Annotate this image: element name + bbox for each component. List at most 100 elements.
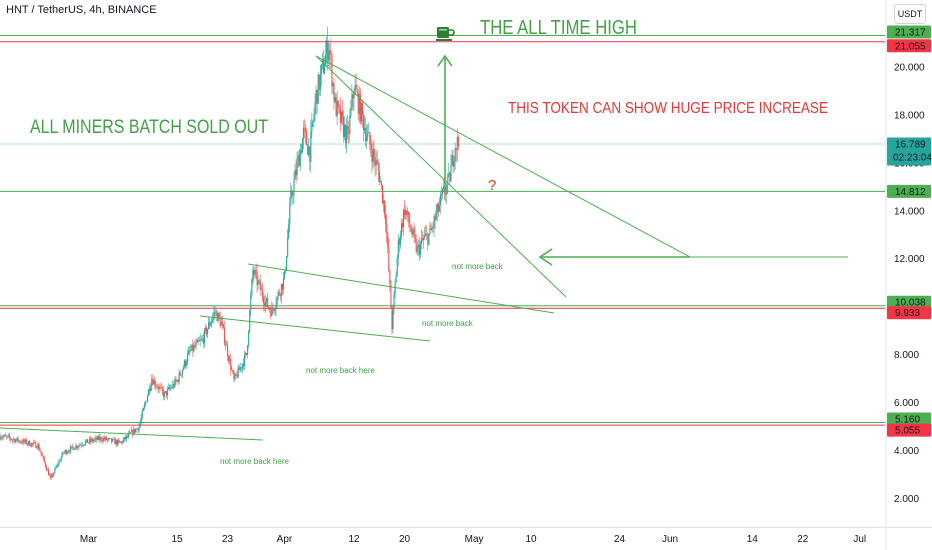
candle-body — [31, 443, 33, 447]
candle-body — [4, 435, 6, 437]
candle-body — [198, 340, 200, 342]
candle-body — [392, 307, 394, 330]
candle-body — [21, 442, 23, 444]
candle-body — [168, 387, 170, 389]
candle-body — [297, 155, 299, 162]
candle-body — [310, 131, 312, 162]
candle-body — [173, 383, 175, 387]
candle-body — [155, 385, 157, 387]
candle-body — [330, 53, 332, 56]
candle-body — [30, 445, 32, 447]
candle-body — [93, 440, 95, 442]
candle-body — [178, 372, 180, 383]
candle-body — [150, 386, 152, 391]
candle-body — [91, 438, 93, 442]
candle-body — [446, 184, 448, 194]
candle-body — [204, 327, 207, 330]
candle-body — [372, 148, 374, 162]
candle-body — [381, 185, 384, 204]
candle-body — [192, 344, 194, 352]
candle-body — [234, 374, 236, 380]
candle-body — [82, 445, 84, 446]
candle-body — [250, 295, 252, 311]
candle-body — [231, 369, 233, 371]
candle-body — [351, 94, 353, 108]
candle-body — [454, 148, 456, 162]
candle-body — [432, 227, 434, 228]
candle-body — [157, 387, 159, 390]
candle-body — [316, 90, 318, 104]
candle-body — [379, 181, 381, 182]
candle-body — [404, 209, 406, 216]
candle-body — [380, 181, 382, 186]
candle-body — [101, 440, 103, 442]
y-tick-label-8: 6.000 — [894, 398, 919, 409]
candle-body — [431, 227, 433, 230]
candle-body — [39, 449, 41, 452]
candle-body — [389, 270, 391, 284]
candle-body — [182, 367, 184, 371]
candle-body — [51, 474, 53, 478]
candle-body — [450, 165, 452, 182]
candle-body — [133, 428, 135, 435]
candle-body — [0, 438, 2, 440]
candle-body — [306, 132, 308, 146]
candle-body — [180, 374, 182, 376]
candle-body — [302, 127, 305, 139]
candle-body — [391, 308, 393, 330]
candle-body — [356, 89, 358, 93]
candle-body — [26, 443, 28, 445]
candle-body — [429, 228, 431, 234]
candle-body — [190, 350, 192, 351]
candle-body — [96, 437, 98, 440]
candle-body — [185, 362, 188, 366]
candle-body — [242, 363, 244, 367]
candle-body — [361, 103, 364, 115]
candle-body — [153, 379, 155, 385]
candle-body — [221, 321, 223, 325]
candle-body — [276, 296, 278, 305]
candle-body — [342, 116, 345, 137]
candle-body — [409, 222, 411, 228]
y-tick-label-4: 14.000 — [894, 206, 925, 217]
candle-body — [349, 115, 351, 135]
candle-body — [121, 441, 123, 443]
annotation-6: not more back here — [306, 366, 375, 375]
candle-body — [393, 294, 395, 308]
candle-body — [263, 303, 266, 306]
candle-body — [199, 339, 201, 341]
candle-body — [369, 132, 371, 144]
candle-body — [417, 244, 419, 248]
candle-body — [60, 457, 62, 461]
candle-body — [328, 50, 330, 61]
price-badge-label-2: 16.789 — [895, 139, 926, 150]
candle-body — [267, 297, 269, 307]
candle-body — [315, 90, 317, 103]
candle-body — [57, 464, 59, 466]
candle-body — [405, 210, 407, 216]
y-tick-label-9: 4.000 — [894, 446, 919, 457]
candle-body — [299, 149, 301, 167]
candle-body — [387, 233, 389, 247]
candle-body — [350, 107, 352, 116]
candle-body — [283, 271, 286, 278]
candle-body — [261, 288, 263, 297]
candle-body — [7, 435, 10, 437]
candle-body — [420, 238, 423, 244]
candle-body — [114, 438, 116, 445]
currency-button[interactable]: USDT — [894, 4, 926, 24]
candle-body — [348, 129, 350, 135]
candle-body — [254, 270, 256, 275]
candle-body — [290, 190, 292, 205]
trendline-0 — [0, 427, 264, 441]
candle-body — [333, 83, 335, 102]
candle-body — [368, 132, 370, 133]
candle-body — [134, 428, 136, 433]
candle-body — [137, 428, 139, 431]
candle-body — [160, 386, 162, 388]
candle-body — [223, 327, 226, 344]
candle-body — [289, 204, 291, 225]
candle-body — [25, 439, 27, 445]
candle-body — [67, 451, 70, 453]
